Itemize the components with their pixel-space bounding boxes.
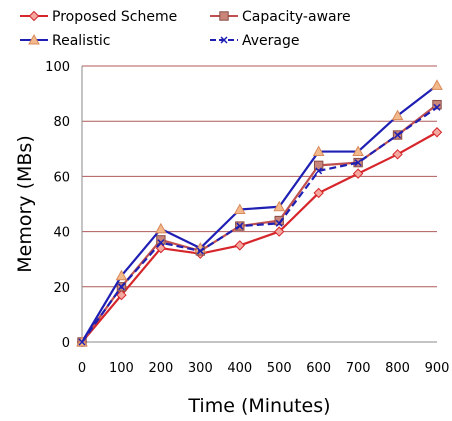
data-point bbox=[219, 11, 229, 21]
y-tick-labels: 0 20 40 60 80 100 bbox=[45, 60, 70, 351]
x-axis-label: Time (Minutes) bbox=[187, 395, 330, 417]
data-point bbox=[273, 200, 286, 212]
data-point bbox=[28, 10, 40, 22]
x-tick-label: 900 bbox=[425, 361, 450, 376]
data-point bbox=[196, 247, 204, 255]
legend-entry: Proposed Scheme bbox=[20, 9, 177, 25]
series-average bbox=[78, 103, 441, 346]
data-point bbox=[431, 127, 443, 138]
data-point bbox=[352, 145, 364, 157]
legend-label: Realistic bbox=[52, 33, 110, 49]
series-capacity-aware bbox=[77, 99, 442, 347]
data-point bbox=[157, 239, 165, 247]
series-line bbox=[81, 103, 438, 343]
series-realistic bbox=[76, 79, 443, 347]
y-axis-label: Memory (MBs) bbox=[14, 135, 36, 272]
y-tick-label: 80 bbox=[53, 115, 70, 130]
data-point bbox=[274, 215, 284, 226]
data-point bbox=[313, 160, 324, 171]
legend-label: Proposed Scheme bbox=[52, 9, 177, 25]
data-point bbox=[313, 187, 324, 199]
y-tick-label: 100 bbox=[45, 60, 70, 75]
series-line bbox=[81, 131, 438, 343]
data-point bbox=[312, 145, 325, 157]
data-point bbox=[433, 103, 441, 111]
x-tick-label: 500 bbox=[267, 361, 292, 376]
data-point bbox=[220, 36, 228, 44]
legend-entry: Realistic bbox=[20, 33, 110, 49]
data-point bbox=[117, 283, 125, 291]
y-tick-label: 0 bbox=[62, 336, 70, 351]
y-tick-label: 20 bbox=[53, 281, 70, 296]
data-point bbox=[28, 33, 40, 45]
data-point bbox=[275, 219, 283, 227]
gridlines bbox=[82, 65, 437, 288]
data-point bbox=[392, 149, 403, 160]
series-line bbox=[81, 84, 438, 343]
legend: Proposed Scheme Capacity-aware Realistic Av… bbox=[20, 9, 351, 49]
x-tick-label: 400 bbox=[227, 361, 252, 376]
x-tick-label: 300 bbox=[188, 361, 213, 376]
data-point bbox=[78, 338, 86, 346]
x-tick-label: 0 bbox=[78, 361, 86, 376]
data-point bbox=[315, 167, 323, 175]
y-tick-label: 40 bbox=[53, 226, 70, 241]
x-tick-label: 100 bbox=[109, 361, 134, 376]
series-group bbox=[76, 79, 443, 348]
x-tick-label: 600 bbox=[306, 361, 331, 376]
series-proposed-scheme bbox=[76, 127, 443, 348]
data-point bbox=[116, 289, 127, 301]
data-point bbox=[352, 168, 364, 179]
x-tick-labels: 0 100 200 300 400 500 600 700 800 900 bbox=[78, 361, 450, 376]
data-point bbox=[233, 203, 246, 215]
legend-label: Capacity-aware bbox=[242, 9, 351, 25]
data-point bbox=[115, 269, 128, 281]
data-point bbox=[234, 240, 245, 251]
data-point bbox=[394, 131, 402, 139]
x-tick-label: 200 bbox=[148, 361, 173, 376]
data-point bbox=[274, 226, 285, 237]
data-point bbox=[432, 99, 442, 110]
legend-entry: Average bbox=[210, 33, 300, 49]
x-tick-label: 700 bbox=[346, 361, 371, 376]
data-point bbox=[391, 109, 404, 121]
x-tick-label: 800 bbox=[385, 361, 410, 376]
data-point bbox=[155, 222, 167, 234]
y-tick-label: 60 bbox=[53, 170, 70, 185]
data-point bbox=[236, 222, 244, 230]
data-point bbox=[431, 79, 443, 90]
legend-label: Average bbox=[242, 33, 300, 49]
series-line bbox=[81, 106, 438, 343]
data-point bbox=[354, 159, 362, 167]
legend-entry: Capacity-aware bbox=[210, 9, 351, 25]
